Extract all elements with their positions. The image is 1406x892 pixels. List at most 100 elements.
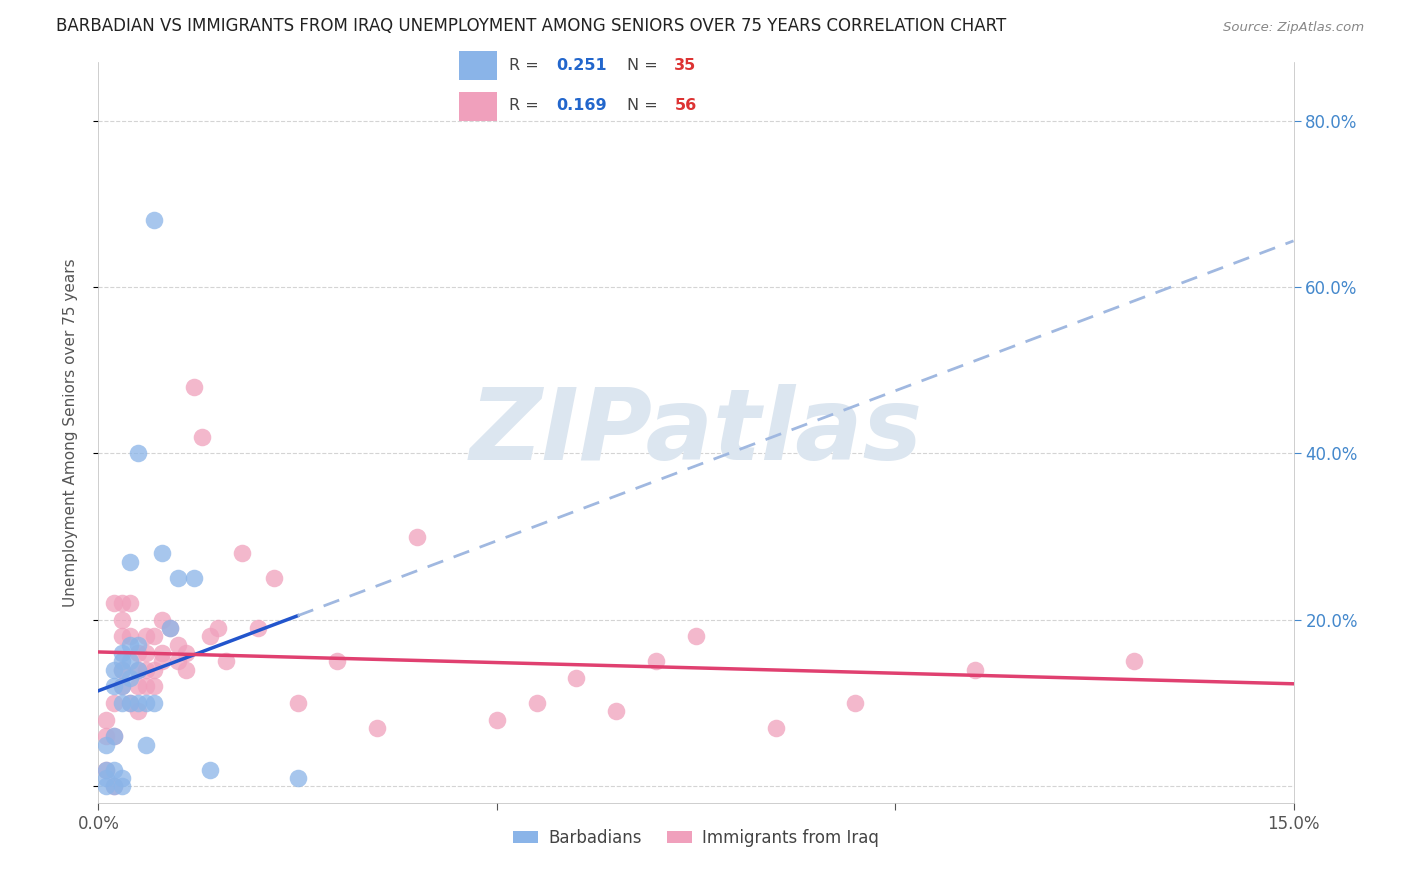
Point xyxy=(111,654,134,668)
Point xyxy=(645,654,668,668)
Point xyxy=(150,613,173,627)
Point xyxy=(111,679,134,693)
Point xyxy=(231,546,253,560)
Point xyxy=(135,646,157,660)
Point xyxy=(167,654,190,668)
Point xyxy=(135,629,157,643)
Point xyxy=(127,663,149,677)
Text: 0.251: 0.251 xyxy=(557,58,607,73)
Point xyxy=(167,571,190,585)
Text: Source: ZipAtlas.com: Source: ZipAtlas.com xyxy=(1223,21,1364,34)
Point xyxy=(485,713,508,727)
Point xyxy=(159,621,181,635)
Point xyxy=(1123,654,1146,668)
Text: N =: N = xyxy=(627,58,664,73)
Point xyxy=(150,546,173,560)
Point xyxy=(111,679,134,693)
Point xyxy=(111,646,134,660)
Point xyxy=(103,763,125,777)
Point xyxy=(150,654,173,668)
Point xyxy=(765,721,787,735)
Point xyxy=(150,646,173,660)
Legend: Barbadians, Immigrants from Iraq: Barbadians, Immigrants from Iraq xyxy=(506,822,886,854)
Point xyxy=(127,638,149,652)
Point xyxy=(127,704,149,718)
FancyBboxPatch shape xyxy=(458,51,498,79)
Point xyxy=(143,679,166,693)
Point xyxy=(174,646,197,660)
Point xyxy=(127,446,149,460)
Point xyxy=(135,679,157,693)
Point xyxy=(103,779,125,793)
Point xyxy=(96,763,118,777)
Text: 35: 35 xyxy=(675,58,696,73)
Point xyxy=(96,763,118,777)
Point xyxy=(111,596,134,610)
Point xyxy=(143,629,166,643)
Text: 56: 56 xyxy=(675,98,696,113)
Point xyxy=(127,646,149,660)
Text: R =: R = xyxy=(509,98,544,113)
Text: 0.169: 0.169 xyxy=(557,98,607,113)
Point xyxy=(215,654,238,668)
Point xyxy=(103,729,125,743)
Point xyxy=(366,721,388,735)
Y-axis label: Unemployment Among Seniors over 75 years: Unemployment Among Seniors over 75 years xyxy=(63,259,77,607)
Point xyxy=(526,696,548,710)
Point xyxy=(120,555,142,569)
Point xyxy=(198,763,221,777)
Point xyxy=(287,696,309,710)
Point xyxy=(103,696,125,710)
Point xyxy=(135,663,157,677)
Point xyxy=(111,613,134,627)
Point xyxy=(103,779,125,793)
Point xyxy=(685,629,707,643)
Point xyxy=(120,696,142,710)
Point xyxy=(159,621,181,635)
Text: BARBADIAN VS IMMIGRANTS FROM IRAQ UNEMPLOYMENT AMONG SENIORS OVER 75 YEARS CORRE: BARBADIAN VS IMMIGRANTS FROM IRAQ UNEMPL… xyxy=(56,17,1007,35)
Point xyxy=(103,729,125,743)
Text: N =: N = xyxy=(627,98,664,113)
Point xyxy=(287,771,309,785)
Point xyxy=(127,679,149,693)
FancyBboxPatch shape xyxy=(458,92,498,120)
Point xyxy=(174,663,197,677)
Text: ZIPatlas: ZIPatlas xyxy=(470,384,922,481)
Point xyxy=(96,771,118,785)
Point xyxy=(143,663,166,677)
Point xyxy=(565,671,588,685)
Point xyxy=(96,738,118,752)
Point xyxy=(143,213,166,227)
Point xyxy=(111,696,134,710)
Point xyxy=(111,771,134,785)
Point xyxy=(963,663,986,677)
Point xyxy=(103,663,125,677)
Point xyxy=(127,663,149,677)
Point xyxy=(183,380,205,394)
Point xyxy=(207,621,229,635)
Text: R =: R = xyxy=(509,58,544,73)
Point xyxy=(198,629,221,643)
Point xyxy=(127,696,149,710)
Point xyxy=(167,638,190,652)
Point xyxy=(120,654,142,668)
Point xyxy=(120,629,142,643)
Point xyxy=(183,571,205,585)
Point xyxy=(406,530,429,544)
Point xyxy=(263,571,285,585)
Point xyxy=(143,696,166,710)
Point xyxy=(120,696,142,710)
Point xyxy=(326,654,349,668)
Point xyxy=(120,638,142,652)
Point xyxy=(103,596,125,610)
Point xyxy=(111,663,134,677)
Point xyxy=(120,671,142,685)
Point xyxy=(111,629,134,643)
Point xyxy=(135,696,157,710)
Point xyxy=(605,704,627,718)
Point xyxy=(246,621,269,635)
Point xyxy=(844,696,866,710)
Point xyxy=(96,729,118,743)
Point xyxy=(103,679,125,693)
Point xyxy=(96,713,118,727)
